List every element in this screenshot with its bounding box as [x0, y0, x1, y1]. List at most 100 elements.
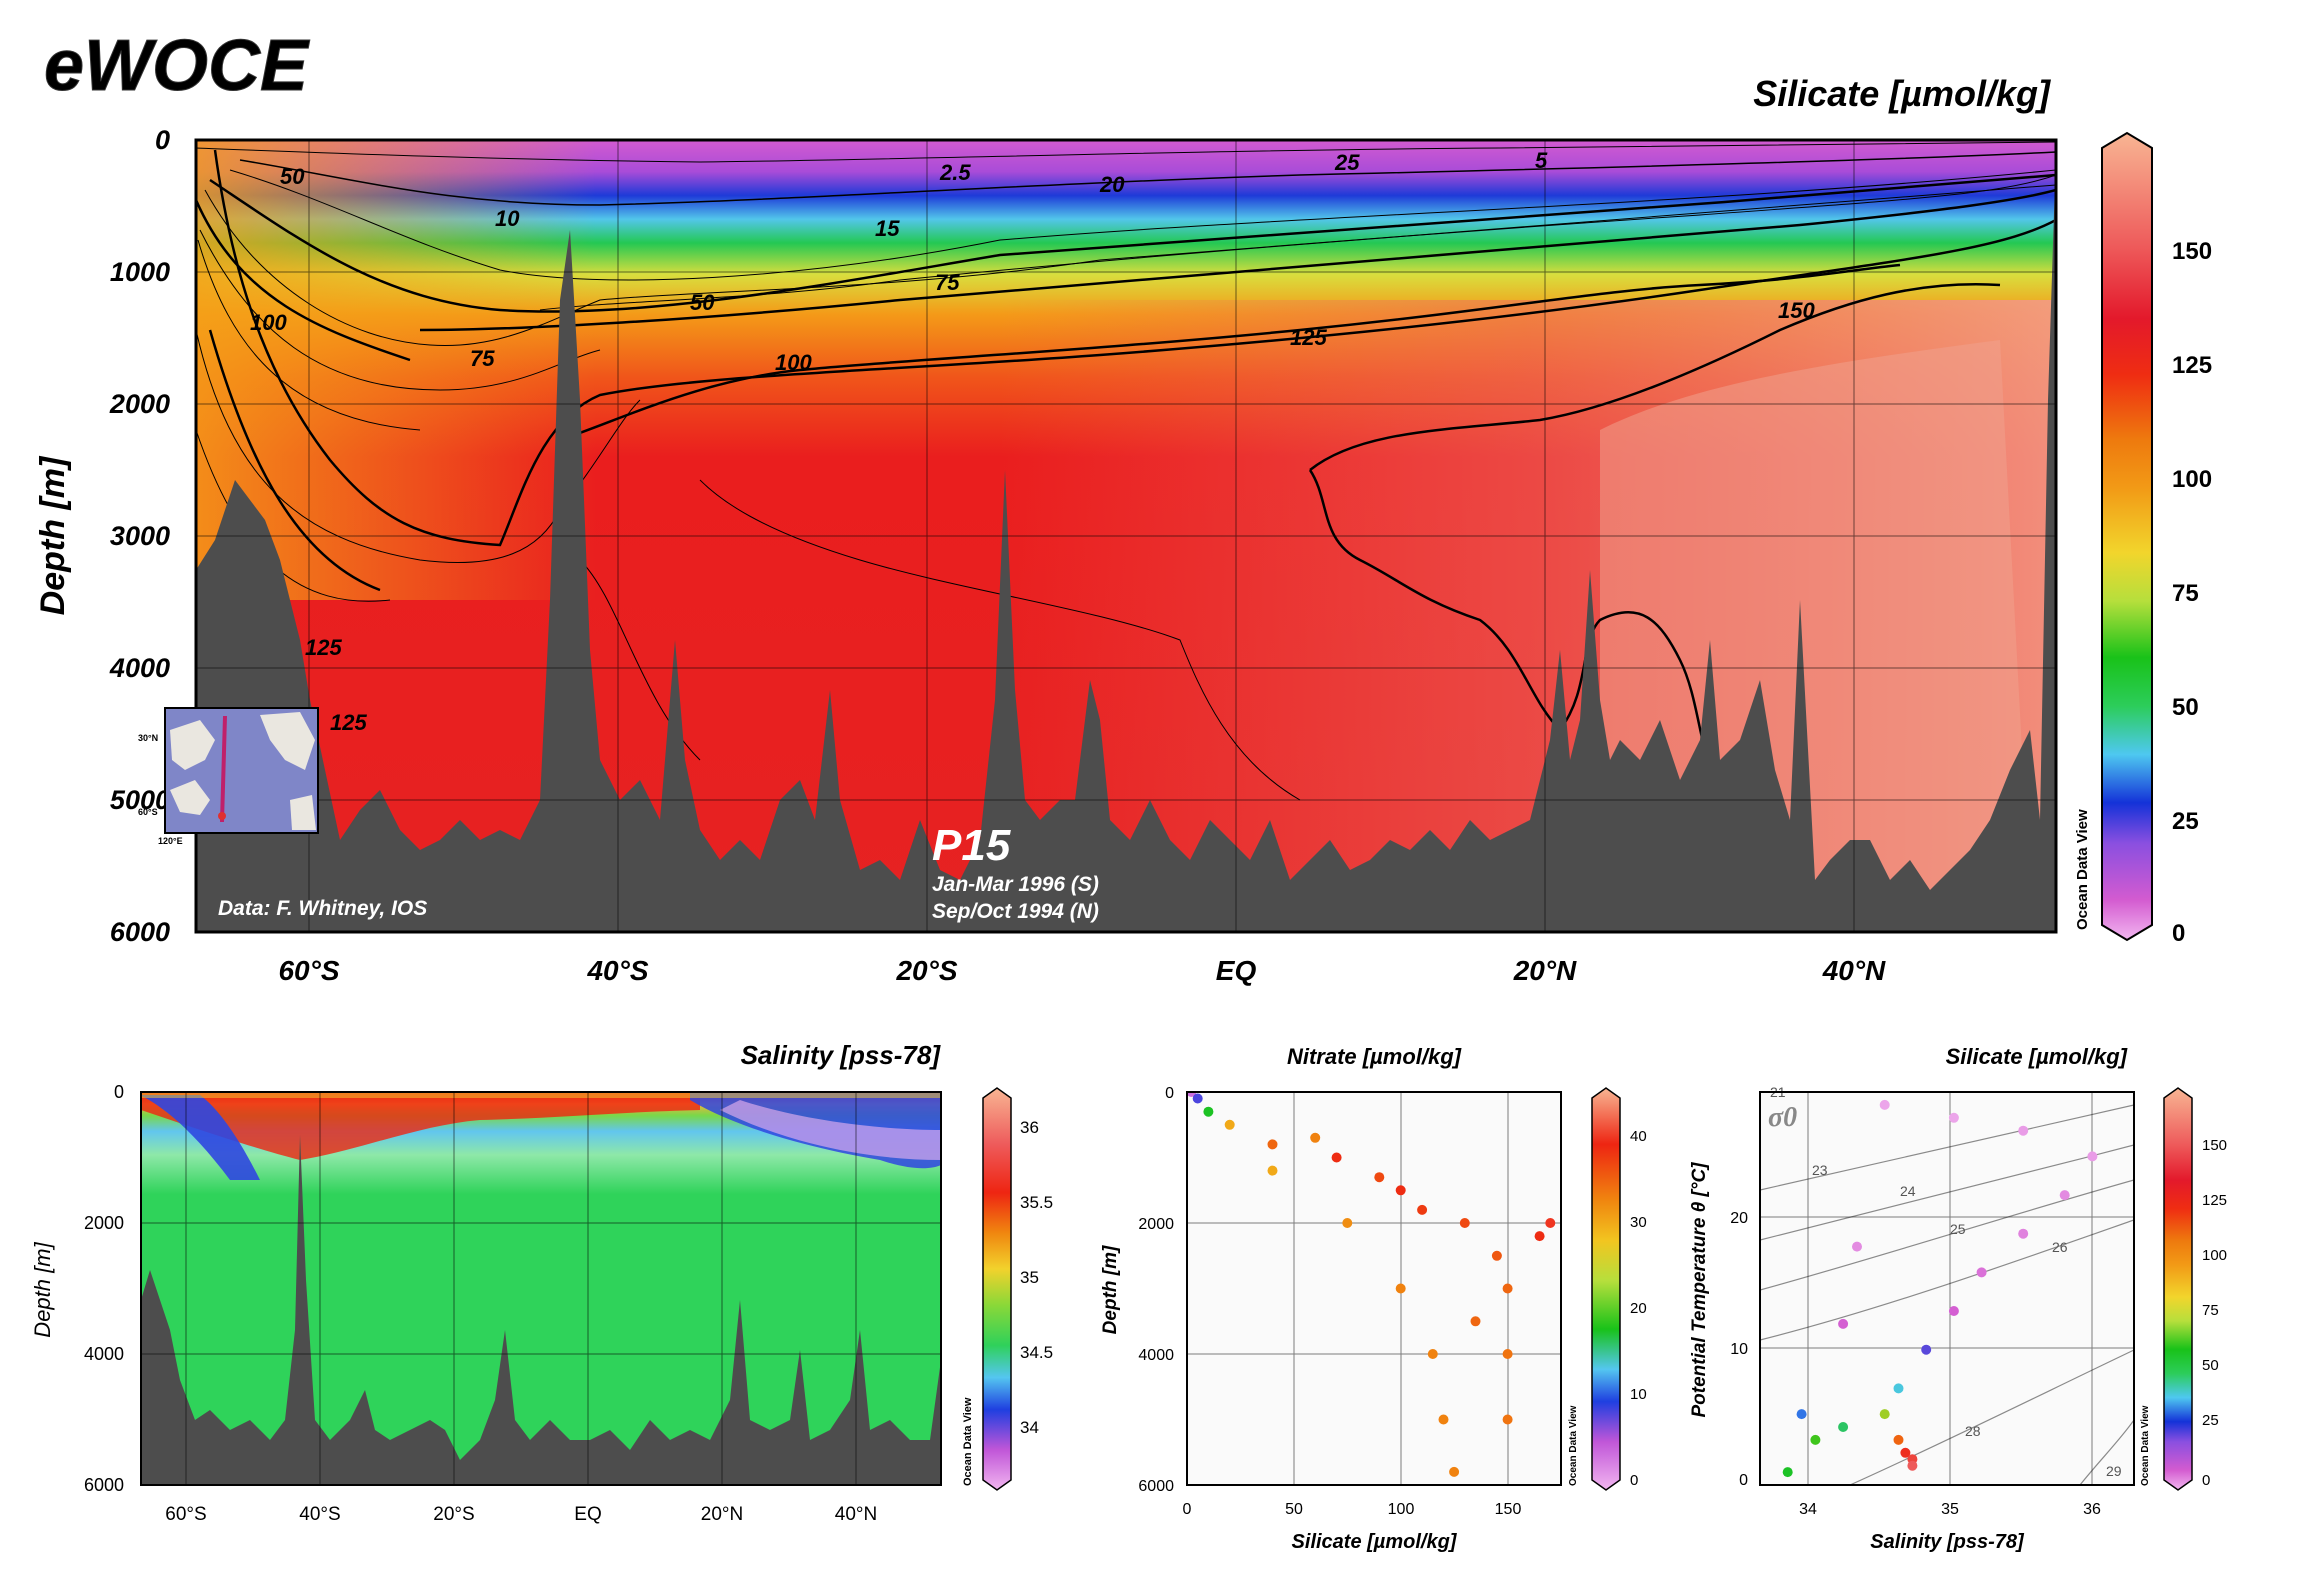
- contour-label: 10: [495, 206, 520, 231]
- main-grid: [196, 140, 2056, 932]
- x-tick: 60°S: [165, 1504, 206, 1525]
- scatter-point: [1534, 1231, 1545, 1242]
- isopycnal-label: 24: [1900, 1183, 1916, 1199]
- scatter-point: [1374, 1172, 1385, 1183]
- scatter-point: [1192, 1093, 1203, 1104]
- scatter-point: [1838, 1318, 1849, 1329]
- ts-frame: [1759, 1091, 2135, 1486]
- x-tick: EQ: [1216, 955, 1257, 986]
- y-tick: 6000: [1138, 1478, 1174, 1495]
- scatter-point: [1502, 1283, 1513, 1294]
- scatter-point: [1502, 1349, 1513, 1359]
- ts-grid: [1760, 1092, 2134, 1485]
- colorbar-tick: 150: [2172, 238, 2212, 265]
- contour-label: 2.5: [939, 160, 971, 185]
- y-tick: 2000: [109, 389, 170, 419]
- scatter-point: [1342, 1218, 1353, 1228]
- colorbar-tick: 34.5: [1020, 1343, 1053, 1362]
- ts-title: Silicate [µmol/kg]: [1946, 1044, 2128, 1069]
- colorbar-tick: 36: [1020, 1118, 1039, 1137]
- contour-label: 125: [1290, 325, 1327, 350]
- salinity-field: [141, 1092, 941, 1485]
- y-tick: 2000: [84, 1213, 124, 1233]
- y-tick: 0: [1165, 1085, 1174, 1102]
- y-tick: 1000: [110, 257, 170, 287]
- y-tick: 0: [114, 1082, 124, 1102]
- x-tick: 40°N: [835, 1504, 877, 1525]
- x-tick: 20°N: [1513, 955, 1577, 986]
- contour-label: 150: [1778, 298, 1815, 323]
- section-name: P15: [932, 821, 1011, 870]
- y-tick: 20: [1730, 1210, 1748, 1227]
- contour-label: 75: [470, 346, 495, 371]
- inset-lat-label: 60°S: [138, 807, 158, 817]
- scatter-point: [1879, 1099, 1890, 1110]
- cruise-dates-north: Sep/Oct 1994 (N): [932, 900, 1099, 923]
- cruise-dates-south: Jan-Mar 1996 (S): [932, 873, 1099, 896]
- y-tick: 4000: [1138, 1347, 1174, 1364]
- scatter-point: [1395, 1185, 1406, 1196]
- scatter-point: [1948, 1112, 1959, 1123]
- colorbar-tick: 75: [2202, 1302, 2219, 1319]
- y-tick: 2000: [1138, 1216, 1174, 1233]
- colorbar-tick: 100: [2202, 1247, 2227, 1264]
- isopycnal-label: 23: [1812, 1162, 1828, 1178]
- scatter-point: [1267, 1165, 1278, 1176]
- nitrate-watermark: Ocean Data View: [1568, 1405, 1579, 1486]
- scatter-point: [1907, 1460, 1918, 1471]
- y-tick: 4000: [84, 1344, 124, 1364]
- scatter-point: [1810, 1434, 1821, 1445]
- scatter-point: [1879, 1409, 1890, 1420]
- ts-plot-bg: [1760, 1092, 2134, 1485]
- sigma0-label: σ0: [1768, 1102, 1797, 1133]
- colorbar-tick: 75: [2172, 580, 2199, 607]
- scatter-point: [1838, 1422, 1849, 1432]
- scatter-point: [1893, 1383, 1904, 1394]
- scatter-point: [1948, 1306, 1959, 1316]
- inset-lat-label: 30°N: [138, 733, 158, 743]
- scatter-point: [1331, 1152, 1342, 1163]
- contour-label: 125: [305, 635, 342, 660]
- salinity-bathymetry: [141, 1135, 941, 1485]
- scatter-point: [2059, 1190, 2070, 1201]
- salinity-title: Salinity [pss-78]: [741, 1040, 942, 1070]
- scatter-point: [1395, 1283, 1406, 1294]
- bathymetry: [196, 150, 2056, 932]
- silicate-contours: [196, 141, 2056, 801]
- scatter-point: [2018, 1228, 2029, 1239]
- main-y-ticks: 0 1000 2000 3000 4000 5000 6000: [109, 125, 170, 947]
- scatter-point: [1893, 1434, 1904, 1445]
- contour-label: 75: [935, 270, 960, 295]
- silicate-contour-labels: 2.5 5 10 15 20 25 50 50 75 75 100 100 12…: [250, 148, 1815, 735]
- contour-label: 50: [690, 290, 715, 315]
- salinity-colorbar: 36 35.5 35 34.5 34: [982, 1087, 1053, 1491]
- isopycnal-label: 28: [1965, 1423, 1981, 1439]
- x-tick: 20°N: [701, 1504, 743, 1525]
- scatter-point: [1502, 1414, 1513, 1425]
- inset-map: 30°N 60°S 120°E: [138, 707, 319, 846]
- scatter-point: [1459, 1218, 1470, 1228]
- colorbar-tick: 125: [2172, 352, 2212, 379]
- salinity-y-label: Depth [m]: [30, 1241, 55, 1337]
- data-credit: Data: F. Whitney, IOS: [218, 897, 427, 920]
- salinity-y-ticks: 0 2000 4000 6000: [84, 1082, 124, 1495]
- y-tick: 5000: [110, 785, 170, 815]
- main-frame: [194, 138, 2058, 934]
- contour-label: 125: [330, 710, 367, 735]
- x-tick: 60°S: [278, 955, 339, 986]
- isopycnals: [1760, 1092, 2134, 1485]
- contour-label: 50: [280, 164, 305, 189]
- colorbar-tick: 50: [2172, 694, 2199, 721]
- contour-label: 5: [1535, 148, 1548, 173]
- nitrate-y-label: Depth [m]: [1100, 1245, 1121, 1334]
- colorbar-tick: 0: [2202, 1472, 2210, 1489]
- nitrate-y-ticks: 0 2000 4000 6000: [1138, 1085, 1174, 1495]
- colorbar-tick: 25: [2172, 808, 2199, 835]
- colorbar-tick: 0: [2172, 920, 2185, 947]
- scatter-point: [1310, 1132, 1321, 1143]
- scatter-point: [1796, 1409, 1807, 1420]
- scatter-point: [1545, 1218, 1556, 1228]
- colorbar-tick: 0: [1630, 1472, 1638, 1489]
- x-tick: 36: [2083, 1501, 2101, 1518]
- isopycnal-labels: 21 23 24 25 26 28 29: [1770, 1084, 2122, 1479]
